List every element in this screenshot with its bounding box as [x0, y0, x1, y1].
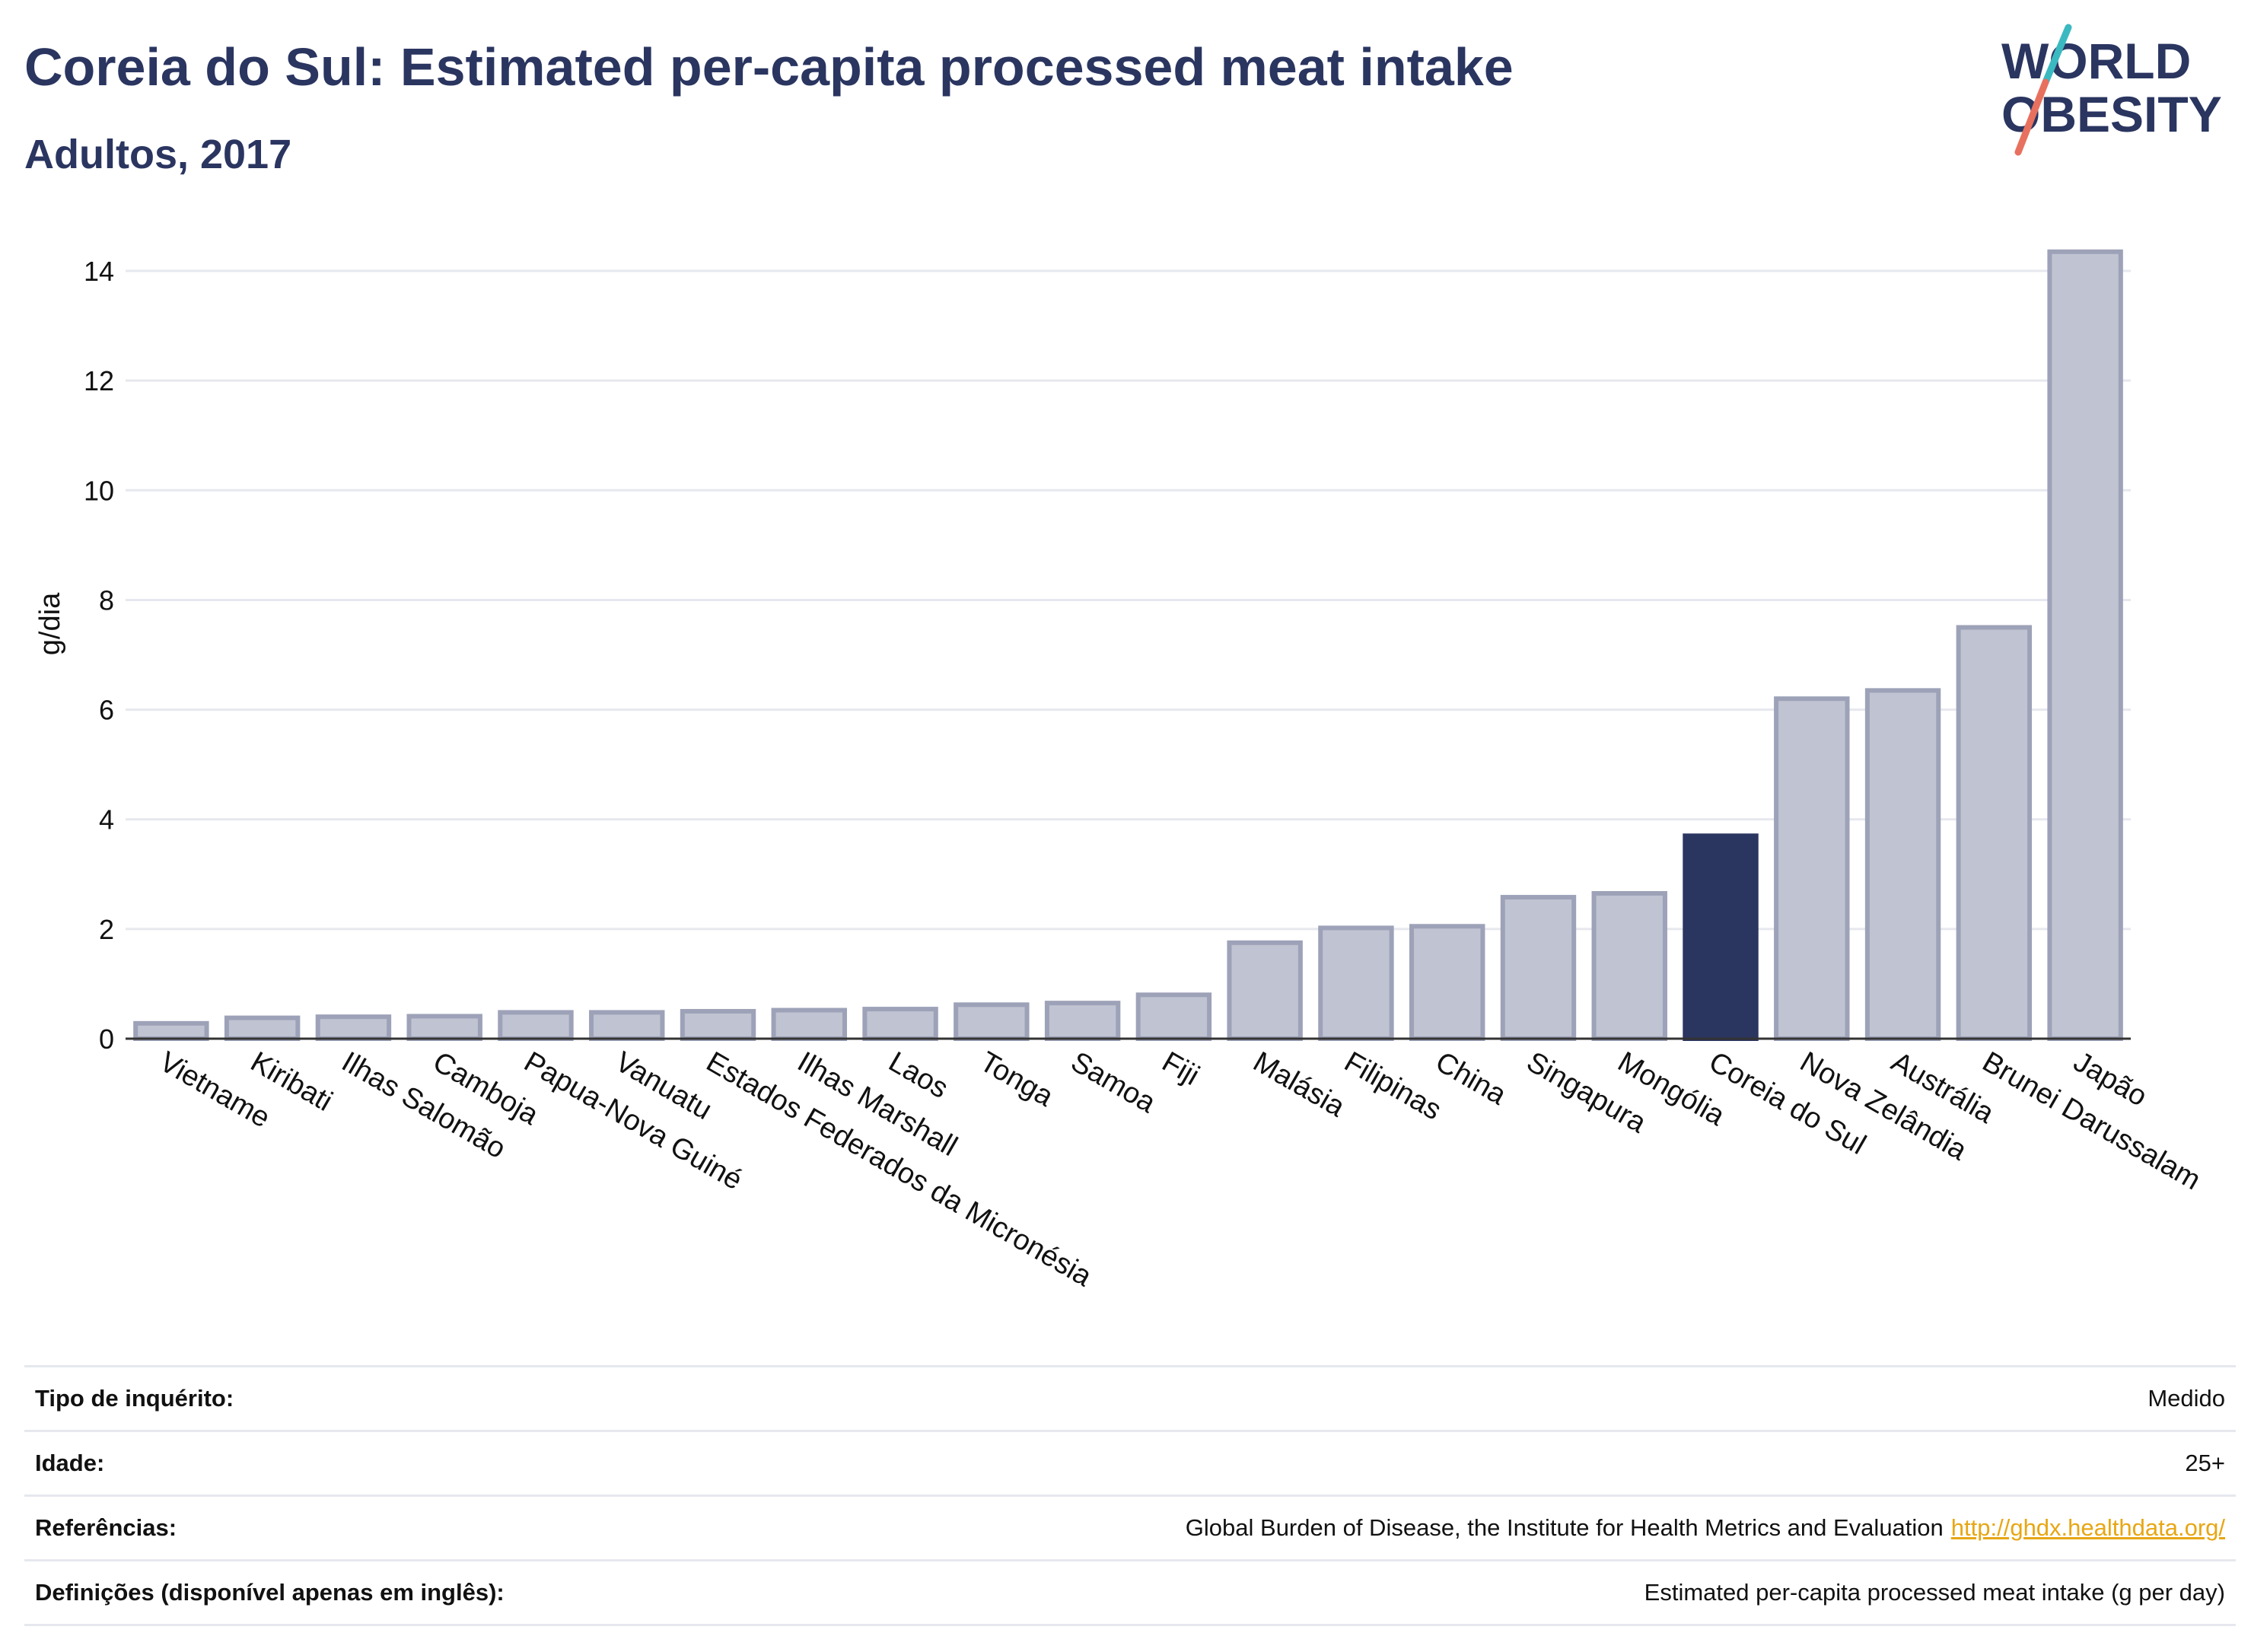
x-tick-label: Malásia [1248, 1046, 1351, 1123]
y-tick-label: 8 [99, 584, 114, 616]
y-axis-ticks: 0 2 4 6 8 10 12 14 [84, 256, 114, 1055]
bar-china [1409, 924, 1485, 1042]
info-row-age: Idade: 25+ [24, 1430, 2236, 1494]
info-row-survey-type: Tipo de inquérito: Medido [24, 1365, 2236, 1430]
y-tick-label: 6 [99, 695, 114, 726]
chart-subtitle: Adultos, 2017 [24, 132, 292, 177]
info-label: Idade: [35, 1450, 105, 1476]
info-value: 25+ [2185, 1450, 2225, 1476]
info-label: Definições (disponível apenas em inglês)… [35, 1579, 505, 1606]
bar-camboja [406, 1014, 482, 1042]
x-tick-label: Fiji [1157, 1046, 1205, 1092]
y-axis-label: g/dia [34, 592, 66, 655]
bar-papua-nova-guine [498, 1010, 574, 1041]
y-tick-label: 2 [99, 914, 114, 945]
y-tick-label: 14 [84, 256, 114, 287]
bar-vietname [133, 1020, 209, 1041]
bar-coreia-do-sul [1683, 833, 1759, 1042]
logo-line-1: WORLD [2001, 33, 2191, 89]
info-label: Referências: [35, 1514, 177, 1541]
info-value: Medido [2148, 1385, 2225, 1412]
bar-kiribati [224, 1015, 301, 1041]
info-row-references: Referências: Global Burden of Disease, t… [24, 1494, 2236, 1559]
bar-fiji [1135, 992, 1212, 1042]
x-tick-label: Samoa [1065, 1046, 1161, 1119]
info-row-definitions: Definições (disponível apenas em inglês)… [24, 1559, 2236, 1626]
bar-samoa [1044, 1001, 1121, 1041]
x-tick-label: Tonga [974, 1046, 1059, 1113]
y-tick-label: 12 [84, 365, 114, 396]
logo-slash-top [2042, 24, 2072, 86]
bars [133, 249, 2123, 1042]
bar-ilhas-salomao [315, 1014, 392, 1041]
bar-ilhas-marshall [771, 1007, 848, 1042]
bar-brunei-darussalam [1956, 625, 2033, 1041]
x-tick-label: Filipinas [1339, 1046, 1447, 1126]
bar-laos [862, 1007, 938, 1042]
info-label: Tipo de inquérito: [35, 1385, 234, 1412]
bar-filipinas [1318, 925, 1394, 1041]
bar-nova-zelandia [1774, 696, 1850, 1041]
bar-mongolia [1591, 891, 1667, 1041]
logo-slash-bottom [2014, 78, 2049, 156]
world-obesity-logo: WORLD OBESITY [2001, 24, 2222, 156]
bar-chart: 0 2 4 6 8 10 12 14 g/dia VietnameKiribatiIlhas … [34, 249, 2206, 1294]
info-table: Tipo de inquérito: Medido Idade: 25+ Ref… [24, 1365, 2236, 1626]
y-tick-label: 4 [99, 804, 114, 836]
bar-japao [2047, 249, 2123, 1042]
info-value-references: Global Burden of Disease, the Institute … [1186, 1514, 2225, 1542]
bar-estados-federados-da-micronesia [680, 1008, 756, 1042]
chart-title: Coreia do Sul: Estimated per-capita proc… [24, 37, 1514, 97]
info-value: Estimated per-capita processed meat inta… [1644, 1579, 2225, 1606]
bar-australia [1864, 688, 1941, 1041]
bar-tonga [954, 1002, 1030, 1042]
bar-singapura [1500, 895, 1577, 1041]
reference-text: Global Burden of Disease, the Institute … [1185, 1514, 1944, 1541]
reference-link[interactable]: http://ghdx.healthdata.org/ [1950, 1514, 2225, 1541]
bar-vanuatu [589, 1010, 665, 1041]
y-tick-label: 10 [84, 475, 114, 506]
y-tick-label: 0 [99, 1023, 114, 1055]
bar-malasia [1227, 940, 1303, 1041]
